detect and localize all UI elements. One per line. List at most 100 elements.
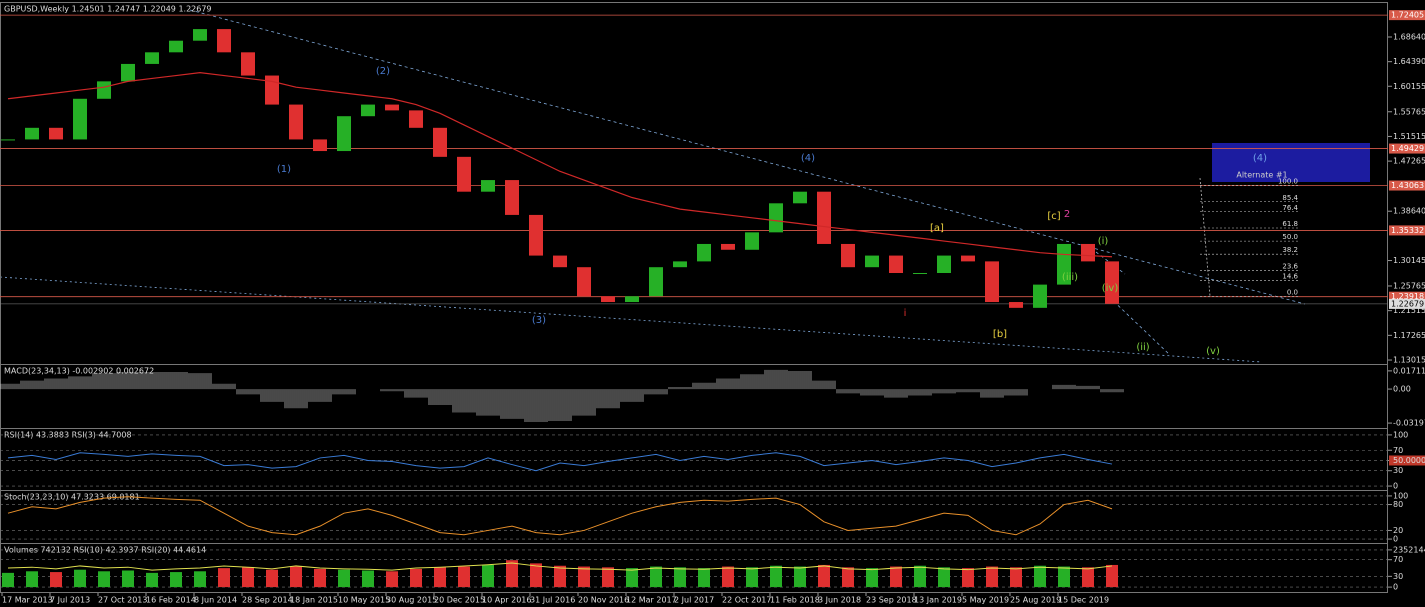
candle	[169, 40, 183, 53]
volume-bar	[146, 572, 158, 588]
candle	[721, 243, 735, 250]
y-tick-label: 1.38640	[1393, 207, 1425, 216]
y-tick-label: 1.64390	[1393, 57, 1425, 66]
candle	[529, 214, 543, 256]
x-tick-label: 2 Jul 2017	[674, 596, 714, 605]
volume-bar	[962, 568, 974, 588]
wave-label: (iii)	[1062, 272, 1078, 283]
volume-bar	[1082, 567, 1094, 588]
y-tick-label: 2352144	[1393, 545, 1425, 554]
volume-bar	[482, 564, 494, 588]
fib-label: 38.2	[1282, 246, 1298, 254]
y-tick-label: 50.0000	[1393, 456, 1425, 465]
candle	[1009, 302, 1023, 308]
level-tag	[1389, 180, 1425, 191]
volume-bar	[530, 563, 542, 588]
volume-bar	[2, 572, 14, 588]
wave-label: i	[904, 308, 907, 319]
candle	[265, 75, 279, 105]
x-tick-label: 23 Sep 2018	[866, 596, 917, 605]
volume-bar	[434, 567, 446, 588]
y-tick-label: 1.30145	[1393, 256, 1425, 265]
volume-bar	[386, 571, 398, 588]
fib-label: 100.0	[1278, 178, 1298, 186]
wave-label: [b]	[993, 329, 1007, 340]
x-tick-label: 10 Apr 2016	[482, 596, 531, 605]
candle	[553, 255, 567, 268]
trendline	[189, 9, 1306, 305]
level-tag	[1389, 291, 1425, 302]
volume-bar	[98, 571, 110, 588]
volume-bar	[458, 566, 470, 588]
y-tick-label: 1.17265	[1393, 331, 1425, 340]
candle	[409, 110, 423, 128]
volume-bar	[506, 560, 518, 588]
last-price-label: 1.22679	[1391, 299, 1424, 308]
candle	[193, 29, 207, 41]
wave-label: (ii)	[1136, 342, 1149, 353]
y-tick-label: -0.031976	[1393, 419, 1425, 428]
y-tick-label: 0.017113	[1393, 366, 1425, 375]
volume-bar	[170, 572, 182, 588]
candle	[625, 296, 639, 303]
y-tick-label: 1.55765	[1393, 107, 1425, 116]
candle	[385, 104, 399, 111]
panel-frame	[0, 2, 1388, 365]
fib-label: 61.8	[1282, 220, 1298, 228]
panel-title: Stoch(23,23,10) 47.3233 69.0181	[4, 493, 140, 502]
volume-bar	[194, 571, 206, 588]
volume-bar	[866, 568, 878, 588]
volume-bar	[26, 571, 38, 588]
candle	[121, 63, 135, 82]
volume-bar	[938, 567, 950, 588]
y-tick-label: 30	[1393, 466, 1403, 475]
fib-anchor	[1199, 177, 1211, 297]
y-tick-label: 1.68640	[1393, 32, 1425, 41]
panel-frame	[0, 543, 1388, 593]
volume-bar	[746, 567, 758, 588]
x-tick-label: 31 Jul 2016	[530, 596, 575, 605]
candle	[505, 180, 519, 215]
last-price-tag	[1389, 298, 1425, 309]
x-tick-label: 16 Feb 2014	[146, 596, 196, 605]
volume-bar	[242, 567, 254, 588]
panel-frame	[0, 490, 1388, 544]
volume-bar	[314, 568, 326, 588]
candle	[865, 255, 879, 268]
wave-label: (i)	[1098, 236, 1109, 247]
volume-bar	[818, 564, 830, 588]
candle	[25, 127, 39, 140]
x-tick-label: 20 Nov 2016	[578, 596, 629, 605]
volume-bar	[698, 568, 710, 588]
volume-bar	[1034, 565, 1046, 588]
candle	[601, 296, 615, 303]
moving-average	[7, 72, 1113, 258]
volume-bar	[770, 565, 782, 588]
volume-bar	[842, 567, 854, 588]
wave-label: (4)	[801, 153, 815, 164]
x-tick-label: 25 Aug 2019	[1010, 596, 1061, 605]
y-tick-label: 1.60155	[1393, 82, 1425, 91]
candle	[457, 156, 471, 192]
volume-bar	[218, 568, 230, 588]
trendline	[0, 276, 1263, 363]
x-tick-label: 13 Jan 2019	[914, 596, 962, 605]
wave-label: 2	[1064, 209, 1070, 220]
volume-bar	[50, 572, 62, 588]
panel-frame	[0, 364, 1388, 429]
candle	[961, 255, 975, 262]
fib-label: 85.4	[1282, 194, 1298, 202]
x-tick-label: 18 Jan 2015	[290, 596, 338, 605]
y-tick-label: 20	[1393, 526, 1403, 535]
x-tick-label: 7 Jul 2013	[50, 596, 90, 605]
box-label: Alternate #1	[1236, 171, 1287, 180]
candle	[985, 261, 999, 303]
x-tick-label: 20 Dec 2015	[434, 596, 485, 605]
panel-title: MACD(23,34,13) -0.002902 0.002672	[4, 367, 154, 376]
wave-label: (1)	[277, 164, 291, 175]
indicator-line	[7, 562, 1113, 571]
candle	[1105, 261, 1119, 304]
level-tag	[1389, 225, 1425, 236]
volume-bar	[1010, 567, 1022, 588]
candle	[577, 267, 591, 297]
